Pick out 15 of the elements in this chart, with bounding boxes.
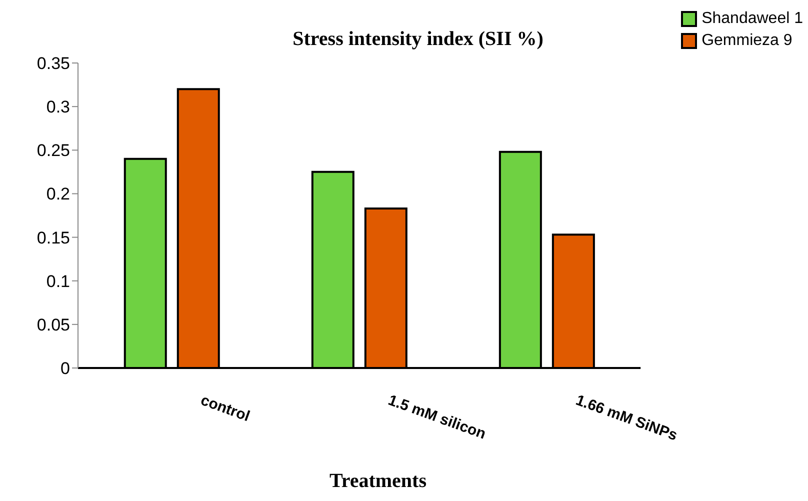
x-tick-label: 1.5 mM silicon [386, 392, 488, 443]
y-tick-label: 0.05 [36, 315, 70, 334]
y-tick-label: 0 [60, 359, 70, 378]
legend-label: Shandaweel 1 [702, 9, 803, 29]
y-tick-label: 0.3 [46, 98, 70, 117]
x-tick-label: 1.66 mM SiNPs [573, 392, 680, 444]
chart-title: Stress intensity index (SII %) [292, 28, 544, 50]
y-tick-label: 0.15 [36, 228, 70, 248]
y-tick-label: 0.25 [36, 141, 70, 160]
legend-label: Gemmieza 9 [702, 31, 792, 51]
y-tick-label: 0.35 [36, 54, 70, 74]
y-tick-label: 0.2 [46, 184, 70, 204]
y-tick-label: 0.1 [46, 272, 70, 291]
x-axis-title: Treatments [328, 470, 428, 493]
x-tick-label: control [198, 392, 252, 426]
